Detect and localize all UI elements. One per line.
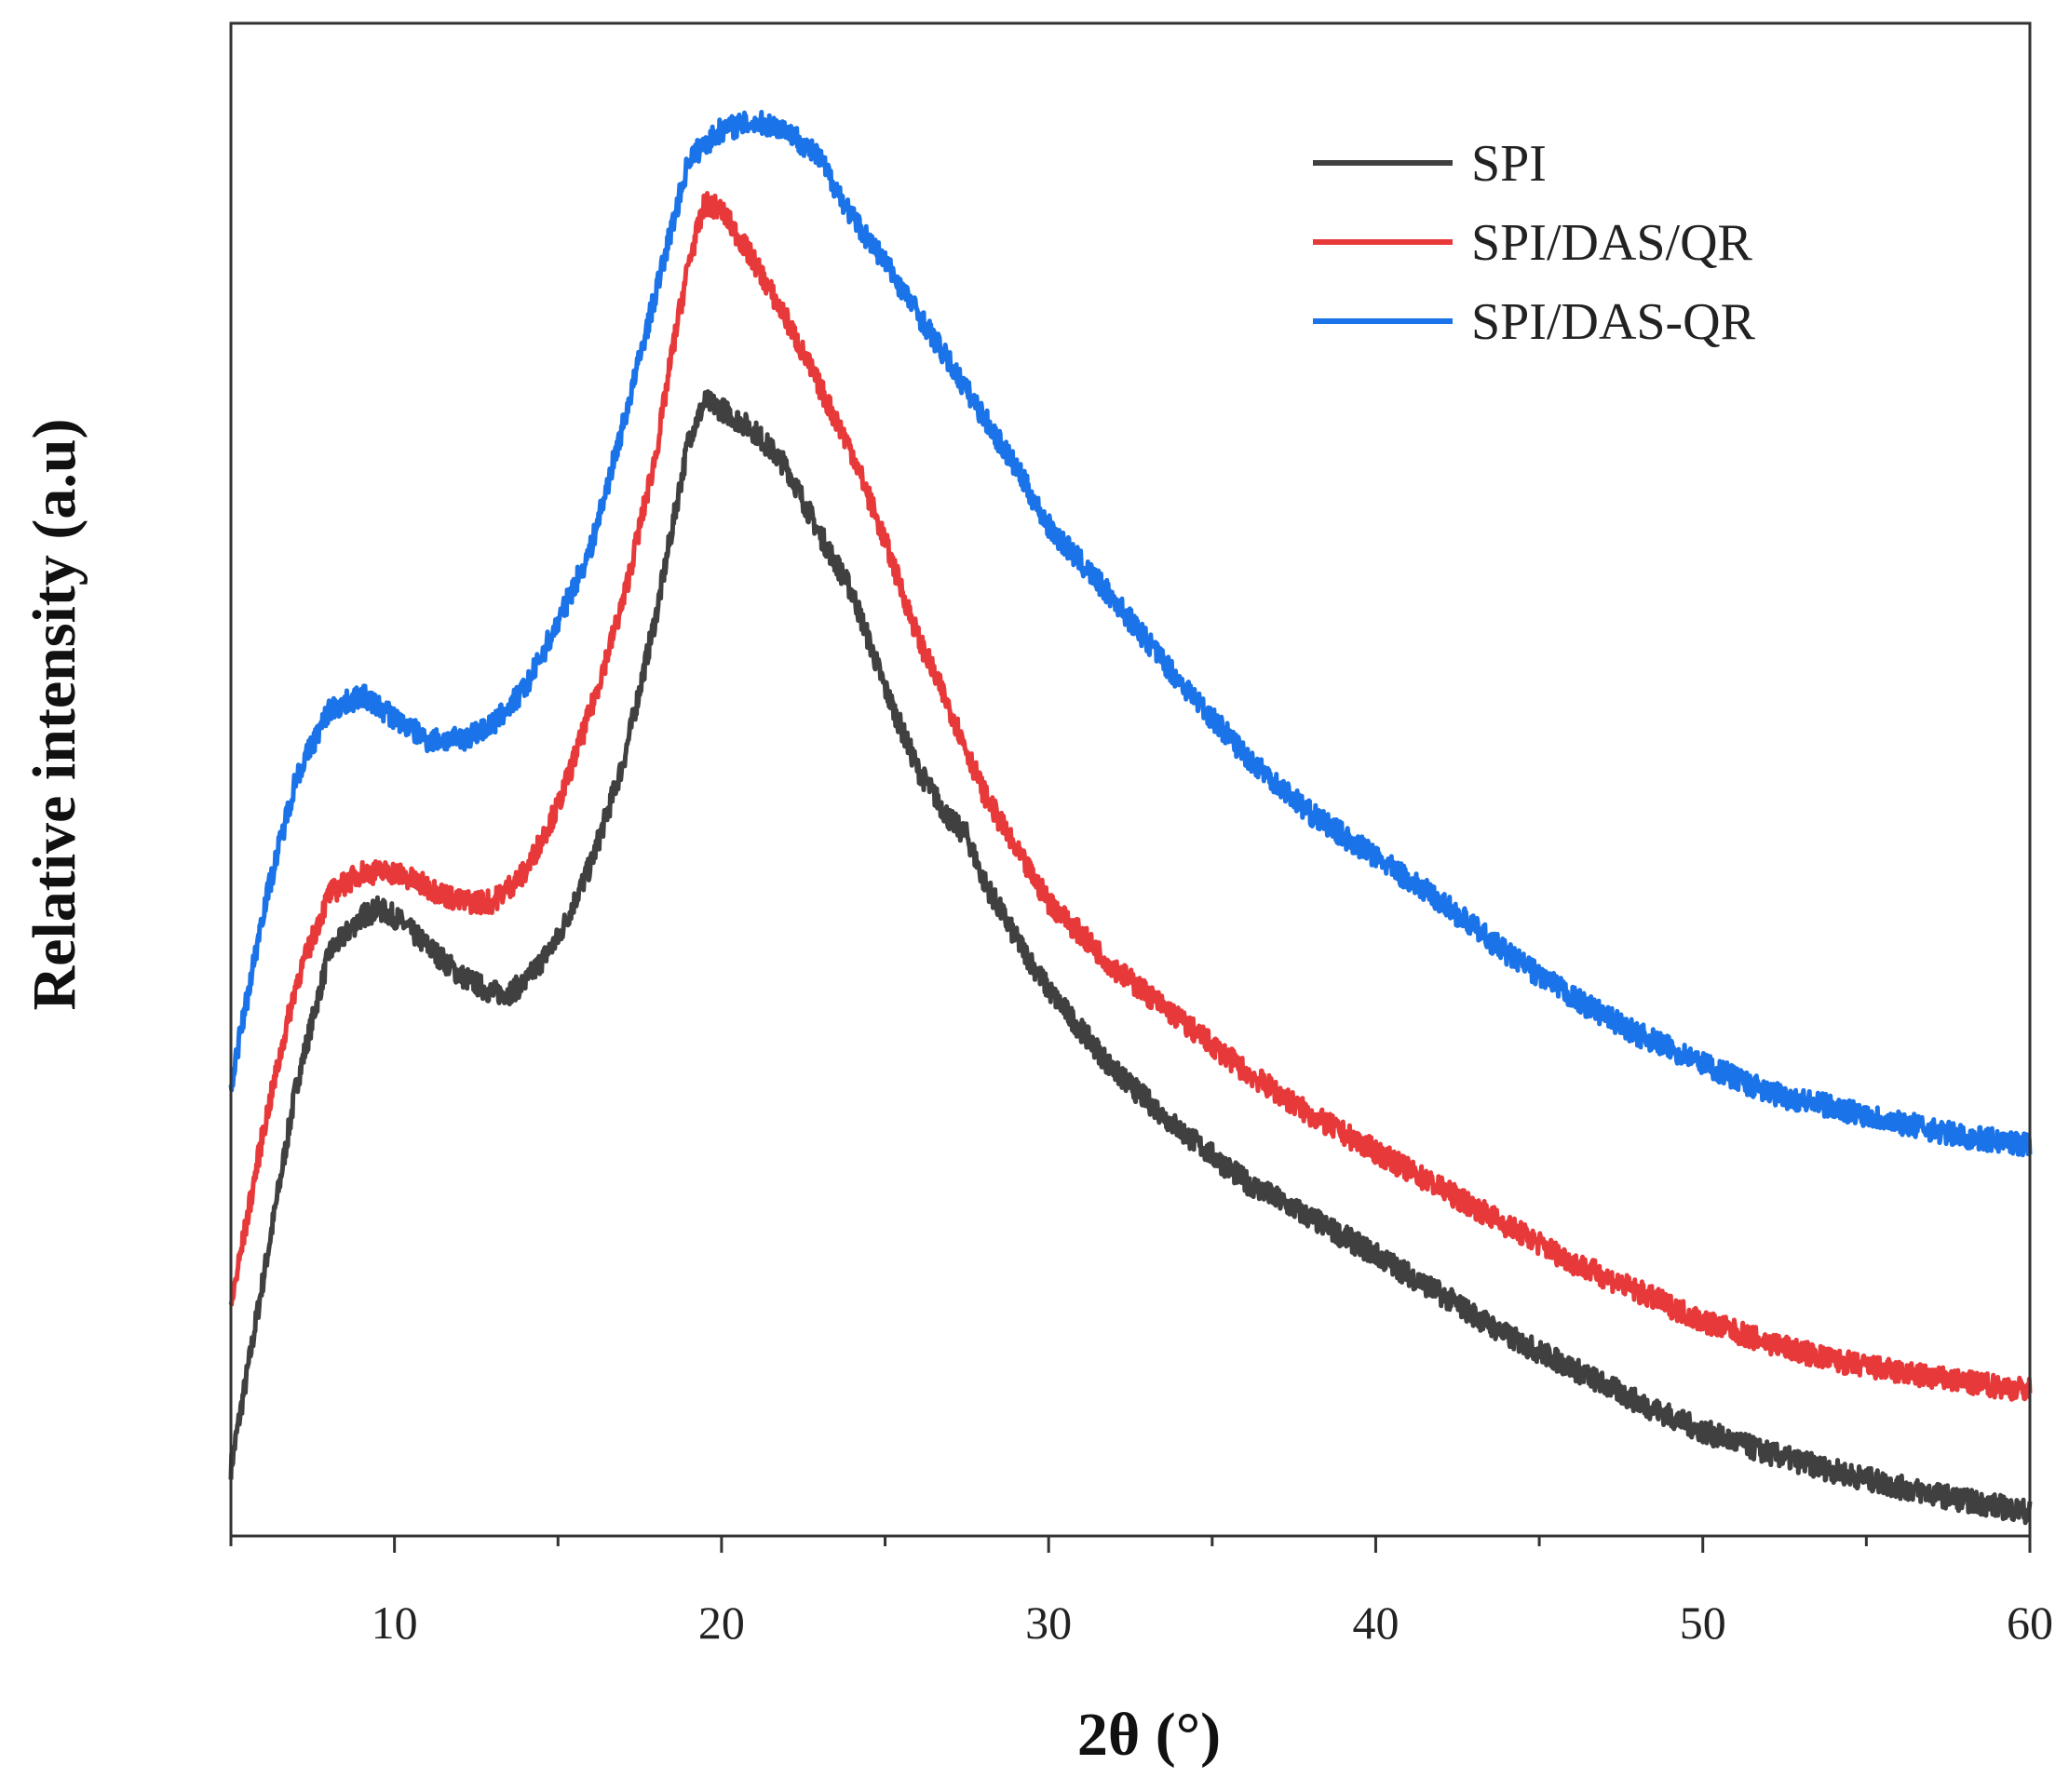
- series-spi-das-qr: [228, 191, 2033, 1402]
- series-spi: [228, 389, 2033, 1526]
- legend: SPI SPI/DAS/QR SPI/DAS-QR: [1313, 135, 1756, 351]
- series-spi-das-qr: [228, 110, 2033, 1158]
- series-line: [228, 389, 2033, 1526]
- x-tick-label: 60: [2007, 1597, 2053, 1649]
- legend-item: SPI/DAS-QR: [1313, 293, 1756, 351]
- x-axis-ticks: 10 20 30 40 50 60: [229, 1536, 2053, 1649]
- x-tick-label: 20: [698, 1597, 745, 1649]
- x-tick-label: 50: [1680, 1597, 1726, 1649]
- x-tick-label: 30: [1025, 1597, 1072, 1649]
- series-line: [228, 110, 2033, 1158]
- plot-frame: [229, 21, 2032, 1538]
- legend-label: SPI/DAS-QR: [1471, 293, 1756, 351]
- legend-label: SPI: [1471, 135, 1547, 193]
- x-axis-title: 2θ (°): [1077, 1701, 1221, 1769]
- legend-label: SPI/DAS/QR: [1471, 214, 1753, 272]
- legend-item: SPI: [1313, 135, 1547, 193]
- series-layer: [228, 110, 2033, 1526]
- legend-item: SPI/DAS/QR: [1313, 214, 1753, 272]
- series-line: [228, 191, 2033, 1402]
- y-axis-title: Relative intensity (a.u): [20, 418, 88, 1010]
- x-tick-label: 40: [1352, 1597, 1399, 1649]
- x-tick-label: 10: [372, 1597, 418, 1649]
